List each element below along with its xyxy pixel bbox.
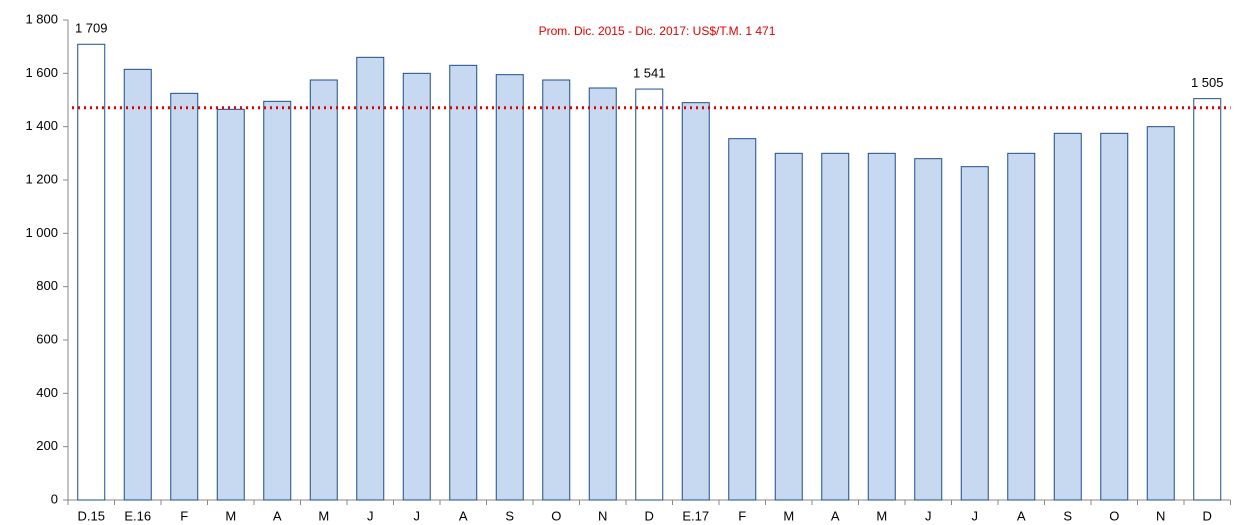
x-tick-label: A bbox=[459, 508, 468, 523]
x-tick-label: D bbox=[1203, 508, 1212, 523]
bar bbox=[635, 88, 664, 501]
value-label: 1 709 bbox=[75, 21, 108, 36]
bar bbox=[542, 79, 571, 501]
x-tick-label: M bbox=[225, 508, 236, 523]
bar bbox=[588, 87, 617, 501]
value-label: 1 541 bbox=[633, 66, 666, 81]
x-tick-label: F bbox=[738, 508, 746, 523]
bar bbox=[77, 43, 106, 501]
value-label: 1 505 bbox=[1191, 75, 1224, 90]
x-tick-label: E.17 bbox=[682, 508, 709, 523]
x-tick-label: A bbox=[273, 508, 282, 523]
bar bbox=[449, 64, 478, 501]
x-tick-label: J bbox=[925, 508, 932, 523]
bar bbox=[123, 68, 152, 501]
x-tick-label: N bbox=[1156, 508, 1165, 523]
y-tick-label: 400 bbox=[36, 385, 58, 400]
x-tick-label: A bbox=[1017, 508, 1026, 523]
x-tick-label: O bbox=[1109, 508, 1119, 523]
y-tick-label: 600 bbox=[36, 331, 58, 346]
bar bbox=[681, 102, 710, 501]
x-tick-label: O bbox=[551, 508, 561, 523]
y-tick-label: 1 200 bbox=[25, 171, 58, 186]
y-tick-label: 1 600 bbox=[25, 65, 58, 80]
bar bbox=[867, 152, 896, 501]
x-tick-label: J bbox=[414, 508, 421, 523]
bar bbox=[1193, 98, 1222, 501]
x-tick-label: J bbox=[972, 508, 979, 523]
bar bbox=[402, 72, 431, 501]
y-tick-label: 1 400 bbox=[25, 118, 58, 133]
x-tick-label: M bbox=[876, 508, 887, 523]
x-tick-label: M bbox=[783, 508, 794, 523]
x-tick-label: A bbox=[831, 508, 840, 523]
bar bbox=[1053, 132, 1082, 501]
bar bbox=[1100, 132, 1129, 501]
y-tick-label: 1 800 bbox=[25, 11, 58, 26]
bar bbox=[495, 74, 524, 501]
bar bbox=[728, 138, 757, 501]
bar bbox=[170, 92, 199, 501]
x-tick-label: D.15 bbox=[78, 508, 105, 523]
bar bbox=[960, 166, 989, 501]
bar bbox=[356, 56, 385, 501]
y-tick-label: 800 bbox=[36, 278, 58, 293]
bar bbox=[1007, 152, 1036, 501]
y-tick-label: 200 bbox=[36, 438, 58, 453]
bar bbox=[1146, 126, 1175, 501]
x-tick-label: S bbox=[1063, 508, 1072, 523]
bar bbox=[263, 100, 292, 501]
x-tick-label: D bbox=[645, 508, 654, 523]
bar bbox=[216, 108, 245, 501]
x-tick-label: F bbox=[180, 508, 188, 523]
x-tick-label: S bbox=[505, 508, 514, 523]
x-tick-label: E.16 bbox=[124, 508, 151, 523]
x-tick-label: M bbox=[318, 508, 329, 523]
annotation: Prom. Dic. 2015 - Dic. 2017: US$/T.M. 1 … bbox=[539, 24, 776, 38]
x-tick-label: N bbox=[598, 508, 607, 523]
bar bbox=[309, 79, 338, 501]
y-tick-label: 0 bbox=[51, 491, 58, 506]
bar bbox=[914, 158, 943, 501]
x-tick-label: J bbox=[367, 508, 374, 523]
bar bbox=[774, 152, 803, 501]
bar bbox=[821, 152, 850, 501]
y-tick-label: 1 000 bbox=[25, 225, 58, 240]
